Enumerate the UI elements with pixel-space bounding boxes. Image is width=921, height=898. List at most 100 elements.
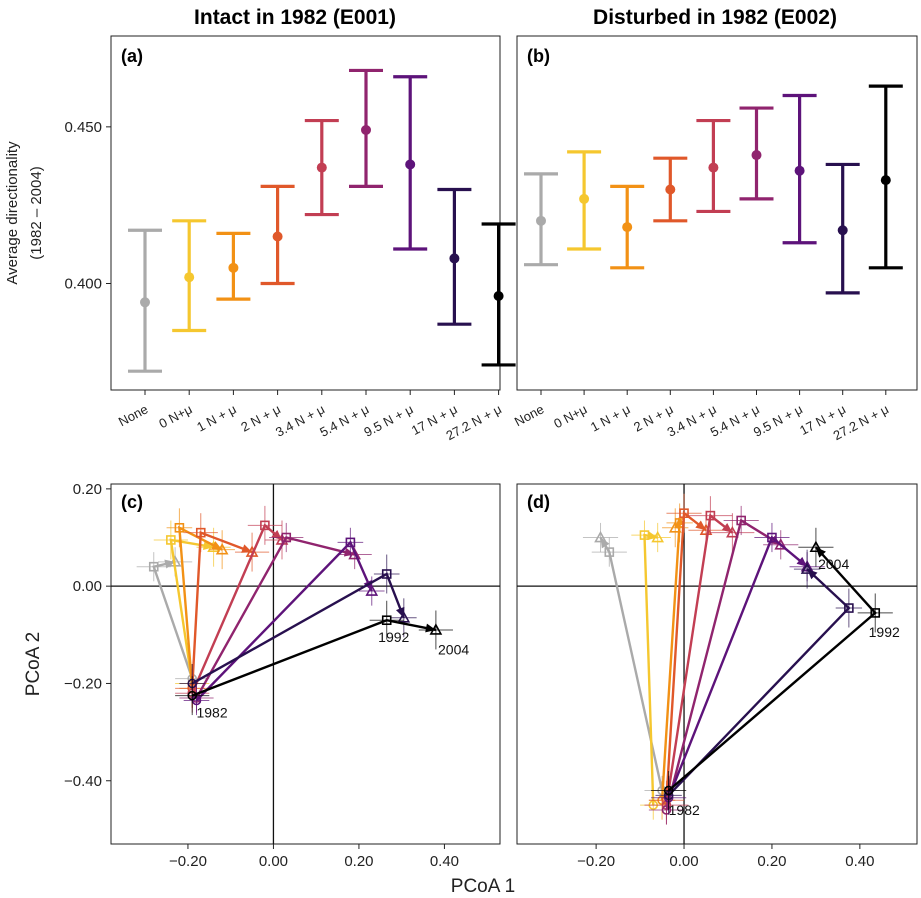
- y-tick-label-c-3: 0.20: [73, 481, 102, 498]
- panel-label-a: (a): [121, 46, 143, 66]
- trajectory-c-2: [178, 525, 223, 689]
- title-right: Disturbed in 1982 (E002): [593, 6, 837, 29]
- x-tick-label-c-1: 0.00: [259, 853, 288, 870]
- mean-point-b-6: [794, 165, 805, 176]
- y-tick-label-c-0: −0.40: [64, 773, 102, 790]
- marker-1992-c-2: [174, 522, 185, 533]
- x-tick-label-a-4: 3.4 N + μ: [273, 401, 327, 439]
- arrowhead-d-4: [721, 522, 733, 533]
- mean-point-a-7: [449, 253, 460, 264]
- title-left: Intact in 1982 (E001): [194, 6, 396, 29]
- marker-1992-c-3: [195, 527, 206, 538]
- arrowhead-d-8: [815, 547, 826, 558]
- mean-point-a-4: [316, 162, 327, 173]
- marker-1992-d-1: [639, 530, 650, 540]
- y-tick-label-c-2: 0.00: [73, 578, 102, 595]
- y-axis-title-c: PCoA 2: [23, 632, 44, 696]
- arrowhead-c-2: [211, 541, 223, 550]
- panel-b-frame: [516, 35, 918, 391]
- trajectory-d-2: [660, 519, 682, 801]
- marker-1982-c-8: [187, 690, 198, 701]
- marker-1992-c-6: [345, 537, 356, 548]
- panel-label-b: (b): [527, 46, 550, 66]
- marker-1992-c-4: [260, 520, 270, 531]
- x-tick-label-a-1: 0 N+μ: [156, 401, 194, 431]
- panel-label-d: (d): [527, 492, 550, 512]
- marker-2004-c-8: [429, 623, 443, 635]
- marker-1992-c-1: [166, 535, 176, 545]
- x-tick-label-a-6: 9.5 N + μ: [361, 401, 415, 439]
- x-tick-label-d-0: −0.20: [577, 853, 615, 870]
- x-tick-label-b-0: None: [512, 401, 546, 429]
- marker-1982-d-8: [663, 785, 674, 796]
- marker-2004-c-6: [365, 584, 379, 596]
- y-tick-label-c-1: −0.20: [64, 675, 102, 692]
- x-tick-label-d-1: 0.00: [669, 853, 698, 870]
- mean-point-b-3: [665, 184, 676, 195]
- mean-point-b-1: [579, 193, 590, 204]
- trajectory-c-8: [191, 618, 437, 697]
- trajectory-c-3: [191, 530, 253, 689]
- marker-1992-c-7: [381, 569, 392, 579]
- marker-2004-d-1: [651, 530, 665, 543]
- marker-2004-c-7: [397, 611, 411, 623]
- marker-2004-d-5: [774, 538, 788, 550]
- trajectory-d-7: [667, 568, 851, 797]
- x-tick-label-b-1: 0 N+μ: [551, 401, 589, 431]
- panel-d-plot: −0.20 0.00 0.20 0.40 1982 1992 2004: [517, 484, 917, 870]
- y-axis-title-a: Average directionality: [4, 141, 21, 285]
- year-label-d-0: 1982: [669, 802, 700, 818]
- x-tick-label-d-2: 0.20: [757, 853, 786, 870]
- mean-point-a-0: [140, 297, 150, 308]
- marker-2004-d-2: [668, 521, 682, 533]
- marker-1992-d-3: [679, 508, 689, 518]
- panel-c-frame: [110, 483, 501, 845]
- mean-point-b-8: [880, 175, 891, 186]
- marker-1992-d-8: [870, 608, 881, 618]
- trajectory-d-6: [667, 535, 808, 799]
- arrowhead-d-3: [695, 520, 707, 531]
- mean-point-a-1: [184, 272, 195, 283]
- marker-1992-c-8: [381, 615, 392, 626]
- trajectory-c-5: [195, 536, 355, 699]
- x-tick-label-b-6: 9.5 N + μ: [751, 401, 805, 439]
- x-tick-label-a-5: 5.4 N + μ: [317, 401, 371, 439]
- marker-1992-d-6: [767, 532, 777, 543]
- panel-label-c: (c): [121, 492, 143, 512]
- mean-point-a-3: [272, 231, 283, 242]
- marker-2004-c-2: [215, 543, 229, 555]
- year-label-c-2: 2004: [438, 641, 469, 657]
- marker-1982-d-5: [661, 805, 672, 815]
- mean-point-a-6: [405, 159, 416, 170]
- panel-d-frame: [516, 483, 918, 845]
- y-axis-subtitle-a: (1982 – 2004): [28, 166, 45, 259]
- year-label-d-1: 1992: [869, 624, 900, 640]
- arrowhead-d-7: [807, 569, 818, 580]
- trajectory-c-4: [191, 523, 283, 694]
- mean-point-a-2: [228, 262, 239, 273]
- marker-2004-d-7: [800, 562, 814, 574]
- mean-point-a-8: [493, 291, 504, 302]
- x-tick-label-c-0: −0.20: [169, 853, 207, 870]
- trajectory-c-7: [191, 572, 405, 685]
- mean-point-b-7: [837, 225, 848, 236]
- y-tick-label-a-0: 0.400: [64, 275, 102, 292]
- trajectory-d-8: [667, 546, 877, 792]
- mean-point-b-4: [708, 162, 719, 173]
- marker-1992-c-0: [148, 561, 159, 572]
- trajectory-c-6: [195, 540, 373, 702]
- marker-1992-d-7: [844, 603, 854, 613]
- marker-2004-c-5: [348, 547, 362, 560]
- arrowhead-d-0: [600, 537, 610, 549]
- x-tick-label-a-2: 1 N + μ: [194, 401, 239, 434]
- mean-point-a-5: [361, 124, 371, 135]
- x-tick-label-b-2: 1 N + μ: [588, 401, 633, 434]
- arrowhead-d-2: [675, 517, 686, 528]
- marker-1992-d-5: [736, 515, 746, 526]
- year-label-d-2: 2004: [818, 556, 849, 572]
- panel-a-frame: [110, 35, 501, 391]
- x-tick-label-a-0: None: [116, 401, 150, 429]
- panel-c-plot: −0.20 0.00 0.20 0.40 −0.40 −0.20 0.00 0.20 1982 1…: [64, 481, 500, 870]
- x-tick-label-d-3: 0.40: [845, 853, 874, 870]
